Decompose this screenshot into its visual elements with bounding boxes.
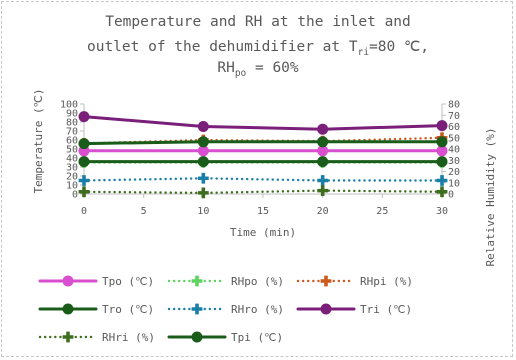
y-right-tick-label: 40 xyxy=(448,145,460,156)
y-left-tick-label: 60 xyxy=(66,136,78,147)
legend-swatch-marker xyxy=(191,275,203,287)
y-left-tick-label: 10 xyxy=(66,181,78,192)
y-right-tick-label: 80 xyxy=(448,100,460,111)
y-right-tick-label: 70 xyxy=(448,111,460,122)
data-point xyxy=(78,138,90,150)
data-point xyxy=(317,123,329,135)
data-point xyxy=(78,175,90,186)
y-right-tick-label: 50 xyxy=(448,133,460,144)
x-tick-label: 25 xyxy=(376,206,388,217)
legend-label: RHpo (%) xyxy=(231,275,284,288)
series-line xyxy=(82,189,444,195)
legend-label: Tri (℃) xyxy=(360,303,412,316)
y-left-tick-label: 100 xyxy=(60,100,78,111)
y-right-tick-label: 20 xyxy=(448,167,460,178)
x-tick-label: 15 xyxy=(257,206,269,217)
y-axis-left-title: Temperature (℃) xyxy=(32,88,45,193)
chart-title-part: outlet of the dehumidifier at T xyxy=(87,39,358,55)
data-point xyxy=(197,187,209,199)
data-point xyxy=(78,111,90,123)
legend-swatch-marker xyxy=(62,303,74,315)
x-tick-label: 5 xyxy=(141,206,147,217)
legend-label: RHro (%) xyxy=(231,303,284,316)
chart-title-part: Temperature and RH at the inlet and xyxy=(105,14,411,30)
x-tick-label: 20 xyxy=(317,206,329,217)
chart-title-part: =80 ℃, xyxy=(369,39,429,55)
y-right-tick-label: 30 xyxy=(448,156,460,167)
legend-label: RHri (%) xyxy=(102,331,155,344)
chart-title-line: outlet of the dehumidifier at Tri=80 ℃, xyxy=(87,39,429,58)
chart-title-line: RHpo = 60% xyxy=(217,60,299,79)
series-line xyxy=(82,177,444,182)
legend-swatch-marker xyxy=(320,303,332,315)
legend-label: Tro (℃) xyxy=(102,303,154,316)
x-tick-label: 10 xyxy=(197,206,209,217)
legend-swatch-marker xyxy=(62,331,74,343)
y-right-tick-label: 60 xyxy=(448,122,460,133)
chart-title-part: RH xyxy=(217,60,234,76)
data-point xyxy=(78,156,90,168)
chart-title-line: Temperature and RH at the inlet and xyxy=(105,14,411,30)
data-point xyxy=(436,175,448,186)
data-point xyxy=(197,172,209,184)
data-point xyxy=(197,121,209,132)
y-left-tick-label: 90 xyxy=(66,109,78,120)
legend-label: Tpo (℃) xyxy=(102,275,154,288)
y-right-tick-label: 10 xyxy=(448,178,460,189)
y-left-tick-label: 80 xyxy=(66,118,78,129)
legend-label: Tpi (℃) xyxy=(231,331,283,344)
data-point xyxy=(317,185,329,197)
chart-title-part: = 60% xyxy=(246,60,299,76)
y-left-tick-label: 50 xyxy=(66,145,78,156)
legend-label: RHpi (%) xyxy=(360,275,413,288)
y-left-tick-label: 70 xyxy=(66,127,78,138)
x-axis-title: Time (min) xyxy=(230,226,296,239)
data-point xyxy=(197,156,209,168)
data-point xyxy=(317,175,329,186)
x-tick-label: 30 xyxy=(436,206,448,217)
data-point xyxy=(317,136,329,148)
legend-swatch-marker xyxy=(191,303,203,315)
data-point xyxy=(436,186,448,198)
data-point xyxy=(78,186,90,198)
y-right-tick-label: 0 xyxy=(448,190,454,201)
series-line xyxy=(82,115,444,131)
legend-swatch-marker xyxy=(62,275,74,287)
legend-swatch-marker xyxy=(320,275,332,287)
series-line xyxy=(82,140,444,146)
y-left-tick-label: 30 xyxy=(66,163,78,174)
data-point xyxy=(436,156,448,168)
y-left-tick-label: 0 xyxy=(72,190,78,201)
x-tick-label: 0 xyxy=(81,206,87,217)
chart-title-part: po xyxy=(235,68,247,79)
data-point xyxy=(197,136,209,148)
y-axis-right-title: Relative Humidity (%) xyxy=(484,127,497,266)
data-point xyxy=(317,156,329,168)
data-point xyxy=(436,136,448,148)
y-left-tick-label: 20 xyxy=(66,172,78,183)
chart-title-part: ri xyxy=(358,47,370,58)
legend-swatch-marker xyxy=(191,331,203,343)
y-left-tick-label: 40 xyxy=(66,154,78,165)
data-point xyxy=(436,120,448,132)
